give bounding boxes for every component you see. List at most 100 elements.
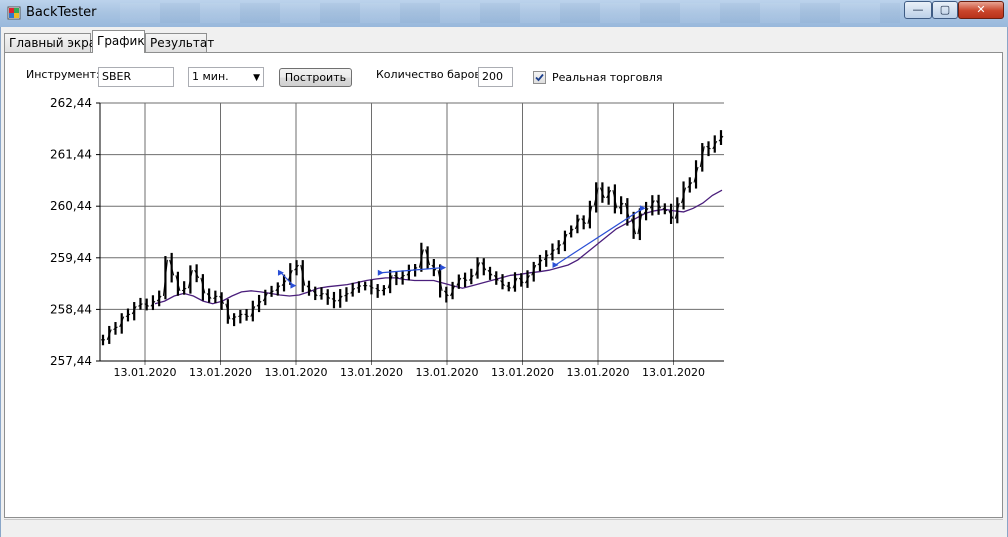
y-tick-label: 259,44 bbox=[50, 251, 92, 265]
price-segment bbox=[712, 140, 718, 150]
price-segment bbox=[581, 218, 587, 225]
price-segment bbox=[144, 303, 149, 307]
real-trading-checkbox[interactable] bbox=[533, 71, 546, 84]
x-tick-label: 13.01.2020 bbox=[491, 366, 554, 379]
y-tick-label: 262,44 bbox=[50, 96, 92, 110]
price-segment bbox=[656, 200, 662, 209]
trade-link-line bbox=[380, 267, 444, 274]
price-segment bbox=[275, 285, 281, 292]
price-segment bbox=[213, 295, 218, 299]
price-segment bbox=[649, 200, 655, 209]
price-segment bbox=[381, 287, 387, 292]
tab-main-screen[interactable]: Главный экран bbox=[4, 33, 104, 52]
tab-chart[interactable]: График bbox=[92, 30, 145, 53]
timeframe-select[interactable]: 1 мин. ▼ bbox=[188, 67, 264, 87]
y-tick-label: 260,44 bbox=[50, 199, 92, 213]
x-tick-label: 13.01.2020 bbox=[340, 366, 403, 379]
price-segment bbox=[506, 285, 512, 289]
price-segment bbox=[294, 264, 299, 271]
titlebar-background bbox=[120, 3, 900, 23]
price-segment bbox=[369, 285, 374, 289]
price-segment bbox=[443, 290, 449, 297]
instrument-input[interactable]: SBER bbox=[98, 67, 174, 87]
x-tick-label: 13.01.2020 bbox=[189, 366, 252, 379]
price-segment bbox=[706, 145, 711, 150]
trade-entry-marker bbox=[277, 269, 284, 276]
price-segment bbox=[162, 259, 168, 297]
price-segment bbox=[687, 182, 693, 188]
price-segment bbox=[269, 290, 274, 294]
price-segment bbox=[187, 270, 193, 289]
price-segment bbox=[238, 313, 243, 318]
price-segment bbox=[431, 264, 437, 271]
moving-average-line bbox=[154, 189, 723, 305]
window-title: BackTester bbox=[26, 5, 97, 20]
price-segment bbox=[599, 187, 605, 199]
y-tick-label: 258,44 bbox=[50, 302, 92, 316]
price-segment bbox=[624, 202, 630, 219]
price-segment bbox=[693, 166, 699, 183]
maximize-button[interactable]: ▢ bbox=[932, 1, 958, 19]
price-segment bbox=[606, 189, 612, 199]
minimize-icon: — bbox=[912, 3, 924, 16]
price-segment bbox=[262, 293, 268, 302]
price-segment bbox=[331, 298, 337, 302]
price-segment bbox=[300, 264, 306, 286]
title-bar: BackTester — ▢ ✕ bbox=[0, 0, 1008, 28]
y-tick-label: 257,44 bbox=[50, 354, 92, 368]
price-segment bbox=[181, 287, 187, 292]
price-segment bbox=[537, 259, 543, 266]
chevron-down-icon: ▼ bbox=[253, 73, 260, 83]
price-segment bbox=[337, 295, 343, 302]
price-segment bbox=[662, 207, 668, 212]
price-segment bbox=[531, 264, 537, 276]
price-segment bbox=[219, 295, 225, 304]
close-icon: ✕ bbox=[976, 3, 986, 16]
price-segment bbox=[150, 300, 156, 307]
tab-label: Результат bbox=[150, 36, 215, 50]
y-tick-label: 261,44 bbox=[50, 148, 92, 162]
tab-result[interactable]: Результат bbox=[145, 33, 214, 52]
tab-label: График bbox=[97, 34, 145, 48]
price-segment bbox=[543, 254, 549, 261]
price-segment bbox=[106, 329, 112, 341]
price-segment bbox=[306, 285, 312, 292]
price-segment bbox=[468, 275, 474, 281]
price-segment bbox=[387, 275, 393, 289]
price-segment bbox=[400, 274, 405, 279]
price-segment bbox=[493, 275, 499, 281]
price-segment bbox=[125, 313, 131, 318]
close-button[interactable]: ✕ bbox=[958, 1, 1004, 19]
checkmark-icon bbox=[535, 73, 544, 82]
build-button[interactable]: Построить bbox=[279, 68, 352, 87]
price-segment bbox=[699, 146, 705, 168]
price-segment bbox=[450, 285, 456, 297]
price-segment bbox=[481, 262, 487, 271]
price-segment bbox=[138, 303, 143, 307]
x-tick-label: 13.01.2020 bbox=[114, 366, 177, 379]
trade-exit-marker bbox=[639, 205, 646, 212]
price-segment bbox=[406, 269, 412, 276]
price-segment bbox=[718, 135, 724, 142]
price-segment bbox=[250, 306, 256, 317]
price-segment bbox=[175, 275, 181, 291]
price-segment bbox=[244, 313, 249, 318]
price-segment bbox=[643, 207, 649, 214]
price-segment bbox=[225, 303, 231, 320]
bars-count-input[interactable]: 200 bbox=[478, 67, 513, 87]
x-tick-label: 13.01.2020 bbox=[642, 366, 705, 379]
trade-entry-marker bbox=[377, 269, 384, 276]
price-segment bbox=[631, 218, 637, 235]
trade-exit-marker bbox=[440, 264, 447, 271]
price-segment bbox=[512, 277, 518, 289]
price-segment bbox=[418, 249, 424, 268]
status-strip bbox=[4, 519, 1003, 534]
price-segment bbox=[319, 292, 324, 297]
price-segment bbox=[681, 187, 687, 204]
price-segment bbox=[637, 213, 643, 235]
minimize-button[interactable]: — bbox=[904, 1, 932, 19]
price-segment bbox=[325, 293, 331, 299]
price-segment bbox=[674, 202, 680, 219]
trade-link-line bbox=[555, 207, 644, 266]
price-segment bbox=[287, 270, 293, 281]
